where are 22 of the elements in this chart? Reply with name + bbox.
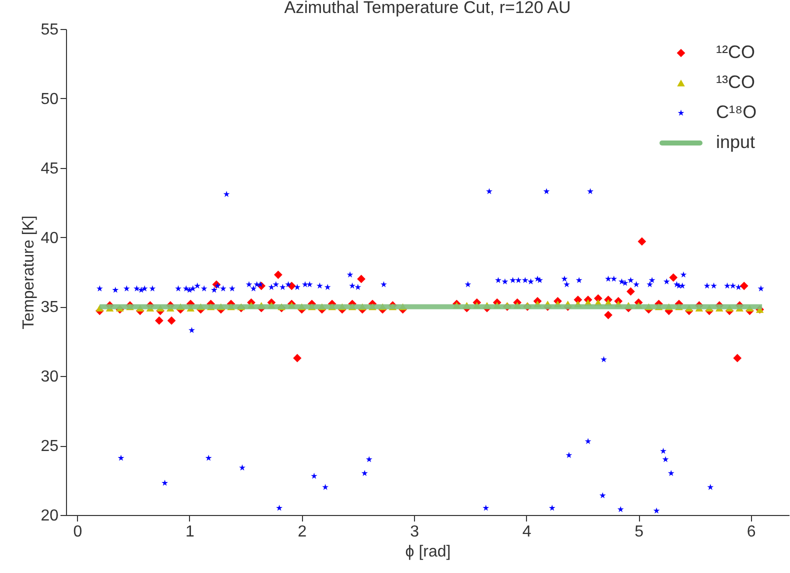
y-tick-label: 30	[40, 368, 59, 386]
legend-label: input	[716, 132, 756, 152]
x-axis-title: ϕ [rad]	[405, 544, 451, 560]
y-tick-label: 35	[40, 299, 59, 316]
y-tick-label: 25	[40, 438, 59, 456]
x-tick-label: 5	[634, 524, 644, 540]
x-tick-label: 2	[298, 524, 307, 540]
y-tick-label: 40	[40, 230, 59, 247]
x-tick-label: 1	[186, 524, 195, 540]
y-tick-label: 55	[40, 22, 59, 38]
y-tick-label: 45	[40, 160, 59, 178]
x-tick-label: 4	[522, 524, 532, 540]
x-tick-label: 6	[746, 524, 756, 540]
y-tick-label: 50	[40, 90, 59, 108]
legend-label: ¹²CO	[716, 42, 755, 62]
chart-title: Azimuthal Temperature Cut, r=120 AU	[284, 0, 571, 17]
y-tick-label: 20	[40, 508, 59, 524]
legend-label: ¹³CO	[716, 72, 755, 92]
legend-label: C¹⁸O	[716, 102, 757, 122]
x-tick-label: 3	[410, 524, 420, 540]
x-tick-label: 0	[73, 524, 82, 540]
y-axis-title: Temperature [K]	[20, 216, 38, 330]
